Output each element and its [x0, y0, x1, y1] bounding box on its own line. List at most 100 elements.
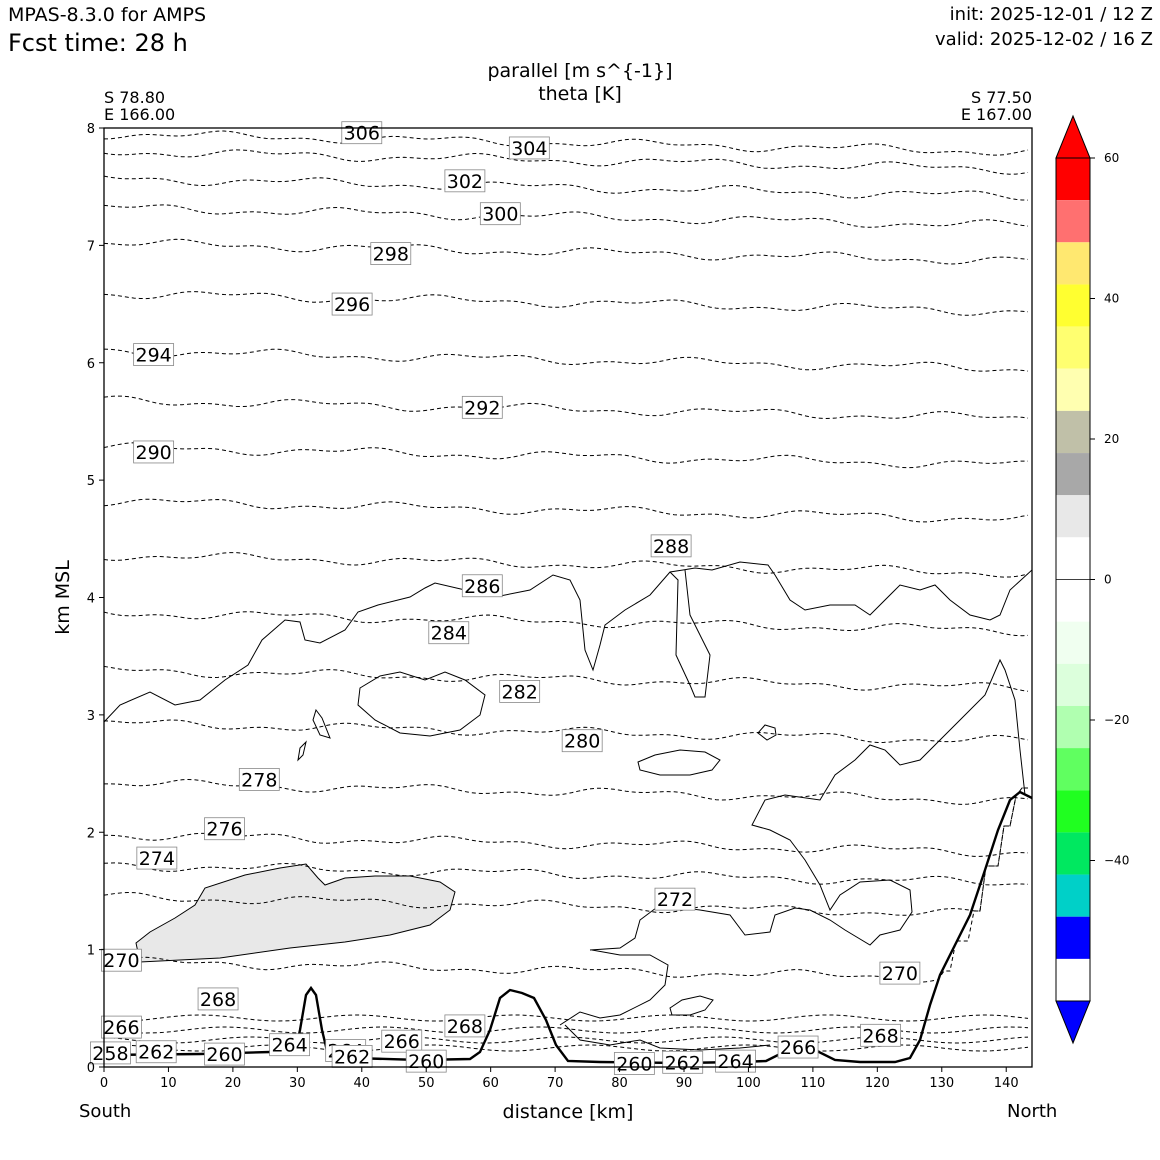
contour-label-294: 294: [135, 345, 171, 367]
colorbar-extend-bottom: [1055, 1000, 1091, 1045]
contour-label-300: 300: [482, 204, 518, 226]
theta-contour-low: [104, 1014, 1029, 1022]
contour-label-262: 262: [334, 1046, 370, 1068]
colorbar: 60 40 20 0 −20 −40: [1055, 114, 1129, 1045]
x-tick-label: 120: [865, 1076, 890, 1091]
colorbar-segment: [1056, 916, 1090, 959]
x-tick-label: 100: [736, 1076, 761, 1091]
y-tick-label: 6: [87, 357, 95, 372]
contour-label-group: 304: [508, 136, 550, 160]
contour-label-group: 298: [370, 242, 412, 266]
theta-contours: [104, 130, 1029, 1052]
contour-label-262: 262: [138, 1042, 174, 1064]
x-tick-label: 70: [547, 1076, 564, 1091]
colorbar-segment: [1056, 790, 1090, 833]
contour-label-box: [133, 343, 175, 366]
theta-contour-270: [104, 787, 1028, 983]
theta-contour-296: [104, 291, 1029, 316]
right-longitude: E 167.00: [960, 105, 1032, 124]
contour-label-266: 266: [780, 1037, 816, 1059]
contour-label-group: 270: [879, 961, 921, 985]
wind-contour-2: [357, 671, 486, 737]
theta-contour-288: [104, 498, 1029, 523]
contour-label-box: [499, 680, 541, 703]
contour-label-box: [381, 1029, 423, 1053]
axes: 0 10 20 30 40 50 60 70 80 90 100 110 120 130 140 0 1 2 3 4 5…: [52, 122, 1033, 1123]
contour-label-box: [428, 621, 470, 645]
colorbar-segment: [1056, 410, 1090, 454]
contour-label-box: [650, 534, 692, 558]
south-end-label: South: [79, 1101, 132, 1122]
theta-contour-294: [104, 348, 1029, 372]
contour-label-group: 292: [461, 395, 503, 419]
title-line-1: parallel [m s^{-1}]: [487, 60, 673, 82]
contour-label-box: [662, 1050, 704, 1074]
terrain-layer: [104, 790, 1032, 1065]
contour-label-box: [197, 987, 239, 1011]
contour-label-box: [370, 242, 412, 265]
contour-label-group: 274: [136, 846, 178, 870]
contour-label-box: [777, 1035, 819, 1059]
contour-label-268: 268: [200, 989, 236, 1011]
contour-label-box: [238, 768, 280, 791]
theta-contour-284: [104, 611, 1029, 637]
contour-label-group: 276: [204, 817, 245, 841]
contour-label-264: 264: [271, 1035, 307, 1057]
theta-contour-300: [104, 204, 1029, 228]
colorbar-segment: [1056, 242, 1090, 285]
x-axis-label: distance [km]: [503, 1101, 634, 1123]
colorbar-segment: [1056, 579, 1090, 622]
wind-contour-8: [589, 658, 1026, 951]
contour-label-box: [136, 846, 178, 870]
contour-label-group: 268: [197, 987, 239, 1011]
colorbar-segment: [1056, 158, 1090, 201]
x-tick-label: 50: [418, 1076, 435, 1091]
colorbar-segment: [1056, 705, 1090, 749]
contour-label-box: [508, 136, 550, 160]
theta-contour-276: [104, 832, 1029, 857]
theta-contour-274: [104, 862, 1029, 886]
y-tick-label: 7: [87, 239, 95, 254]
theta-contour-290: [104, 442, 1028, 469]
contour-label-box: [101, 1015, 142, 1039]
colorbar-segment: [1056, 832, 1090, 875]
theta-contour-282: [104, 665, 1029, 692]
contour-label-group: 260: [204, 1042, 245, 1066]
colorbar-segment: [1056, 748, 1090, 791]
contour-label-group: 280: [561, 729, 603, 753]
wind-contour-6: [297, 740, 307, 762]
x-tick-label: 140: [994, 1076, 1019, 1091]
contour-label-268: 268: [862, 1025, 898, 1047]
contour-label-302: 302: [447, 171, 483, 193]
contour-label-group: 296: [331, 292, 373, 316]
contour-label-group: 270: [101, 948, 142, 972]
contour-label-box: [90, 1041, 131, 1065]
contour-label-296: 296: [334, 294, 370, 316]
contour-label-group: 266: [381, 1029, 423, 1053]
contour-label-260: 260: [206, 1044, 242, 1066]
north-end-label: North: [1007, 1101, 1058, 1122]
contour-label-274: 274: [139, 848, 175, 870]
contour-label-284: 284: [431, 623, 467, 645]
left-endpoint-coords: S 78.80 E 166.00: [104, 89, 175, 123]
contour-label-276: 276: [206, 819, 242, 841]
colorbar-segment: [1056, 200, 1090, 243]
contour-label-box: [101, 948, 142, 972]
colorbar-segment: [1056, 368, 1090, 411]
y-tick-label: 5: [87, 474, 95, 489]
plot-title: parallel [m s^{-1}] theta [K]: [480, 60, 680, 106]
colorbar-tick-label: 40: [1104, 292, 1119, 306]
x-tick-label: 80: [611, 1076, 628, 1091]
x-tick-label: 110: [800, 1076, 825, 1091]
contour-label-group: 262: [135, 1040, 177, 1064]
theta-contour-302: [104, 175, 1029, 201]
contour-label-group: 284: [428, 621, 470, 645]
theta-contour-272: [104, 787, 1028, 916]
contour-label-group: 258: [90, 1041, 131, 1065]
contour-label-278: 278: [241, 769, 277, 791]
contour-label-266: 266: [384, 1031, 420, 1053]
contour-label-box: [331, 292, 373, 316]
colorbar-tick-label: 0: [1104, 573, 1112, 587]
wind-contour-3: [637, 749, 721, 776]
